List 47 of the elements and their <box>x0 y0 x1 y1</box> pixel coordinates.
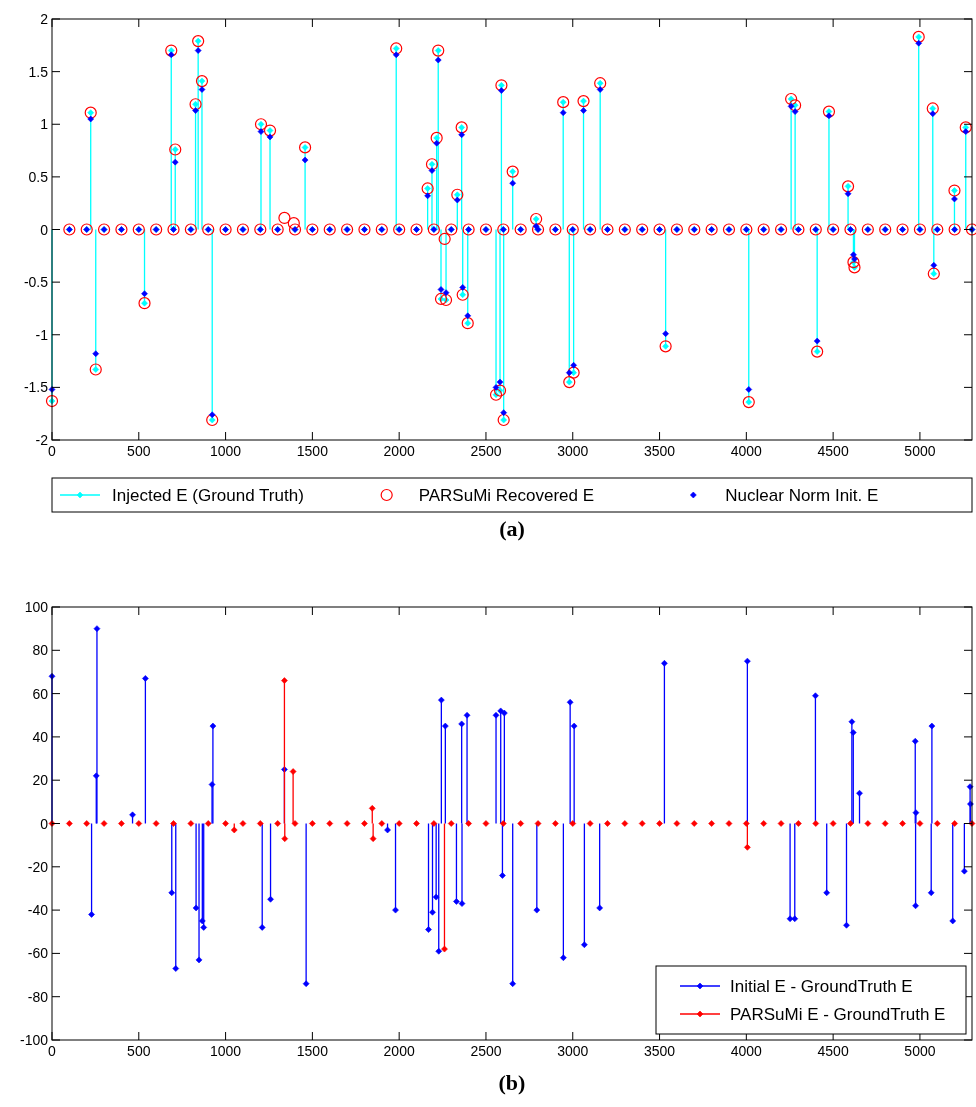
y-tick-label: -20 <box>27 858 49 875</box>
x-tick-label: 3500 <box>643 443 676 459</box>
x-tick-label: 500 <box>127 443 151 459</box>
y-tick-label: -80 <box>27 988 49 1005</box>
y-tick-label: 0.5 <box>28 168 49 185</box>
y-tick-label: -40 <box>27 902 49 919</box>
x-tick-label: 4000 <box>730 1043 763 1059</box>
y-tick-label: -2 <box>35 432 49 448</box>
legend-label: PARSuMi E - GroundTruth E <box>730 1005 946 1024</box>
y-tick-label: 0 <box>40 221 49 238</box>
x-tick-label: 2000 <box>383 443 415 459</box>
y-tick-label: 20 <box>32 772 49 789</box>
x-tick-label: 5000 <box>904 1043 936 1059</box>
x-tick-label: 2500 <box>470 1043 502 1059</box>
x-tick-label: 2000 <box>383 1043 415 1059</box>
x-tick-label: 3500 <box>643 1043 676 1059</box>
text: (b) <box>498 1070 526 1095</box>
x-tick-label: 4000 <box>730 443 763 459</box>
y-tick-label: -0.5 <box>23 274 49 291</box>
x-tick-label: 1000 <box>210 1043 242 1059</box>
x-tick-label: 1000 <box>210 443 242 459</box>
text: (a) <box>499 516 525 541</box>
x-tick-label: 500 <box>127 1043 151 1059</box>
y-tick-label: -60 <box>27 945 49 962</box>
x-tick-label: 3000 <box>557 443 589 459</box>
x-tick-label: 1500 <box>296 1043 329 1059</box>
y-tick-label: 80 <box>32 642 49 659</box>
x-tick-label: 1500 <box>296 443 329 459</box>
x-tick-label: 4500 <box>817 443 849 459</box>
x-tick-label: 4500 <box>817 1043 849 1059</box>
y-tick-label: 2 <box>40 11 49 27</box>
y-tick-label: -100 <box>19 1032 49 1048</box>
x-tick-label: 2500 <box>470 443 502 459</box>
x-tick-label: 5000 <box>904 443 936 459</box>
legend-label: Initial E - GroundTruth E <box>730 977 913 996</box>
x-tick-label: 3000 <box>557 1043 589 1059</box>
y-tick-label: -1.5 <box>23 379 49 396</box>
y-tick-label: -1 <box>35 326 49 343</box>
y-tick-label: 40 <box>32 728 49 745</box>
legend-label: Nuclear Norm Init. E <box>725 486 879 505</box>
legend-label: Injected E (Ground Truth) <box>112 486 304 505</box>
y-tick-label: 1 <box>40 116 49 133</box>
y-tick-label: 100 <box>24 599 49 615</box>
y-tick-label: 0 <box>40 815 49 832</box>
y-tick-label: 60 <box>32 685 49 702</box>
legend-label: PARSuMi Recovered E <box>418 486 595 505</box>
y-tick-label: 1.5 <box>28 63 49 80</box>
